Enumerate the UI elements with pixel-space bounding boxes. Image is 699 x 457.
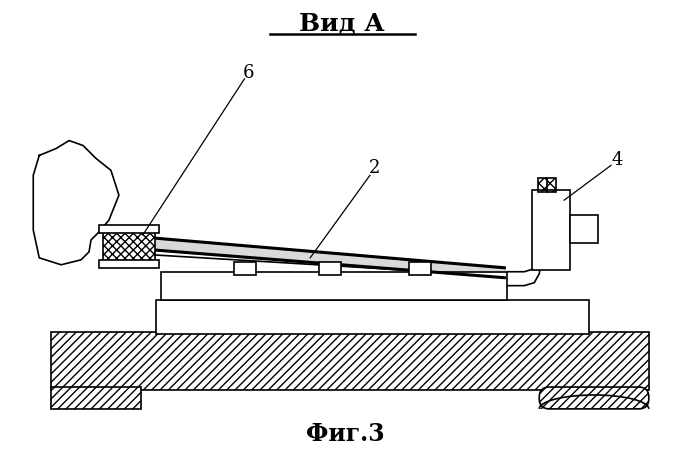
Bar — [539, 387, 649, 409]
Bar — [103, 228, 154, 266]
Bar — [538, 178, 556, 192]
Bar — [161, 272, 507, 300]
Bar — [99, 225, 159, 233]
Text: 2: 2 — [369, 159, 380, 177]
Bar — [409, 262, 431, 275]
Text: Фиг.3: Фиг.3 — [305, 422, 384, 446]
Bar — [532, 190, 570, 270]
Bar — [103, 228, 154, 266]
Bar — [319, 262, 341, 275]
Bar — [156, 300, 589, 335]
Bar — [99, 260, 159, 268]
Bar — [51, 387, 140, 409]
Text: 4: 4 — [611, 151, 623, 170]
Bar — [51, 332, 649, 390]
Bar — [234, 262, 257, 275]
Bar — [51, 332, 649, 390]
Text: 6: 6 — [243, 64, 254, 82]
Text: Вид А: Вид А — [299, 11, 385, 35]
FancyBboxPatch shape — [539, 387, 649, 409]
Bar — [570, 215, 598, 243]
Bar — [51, 387, 140, 409]
